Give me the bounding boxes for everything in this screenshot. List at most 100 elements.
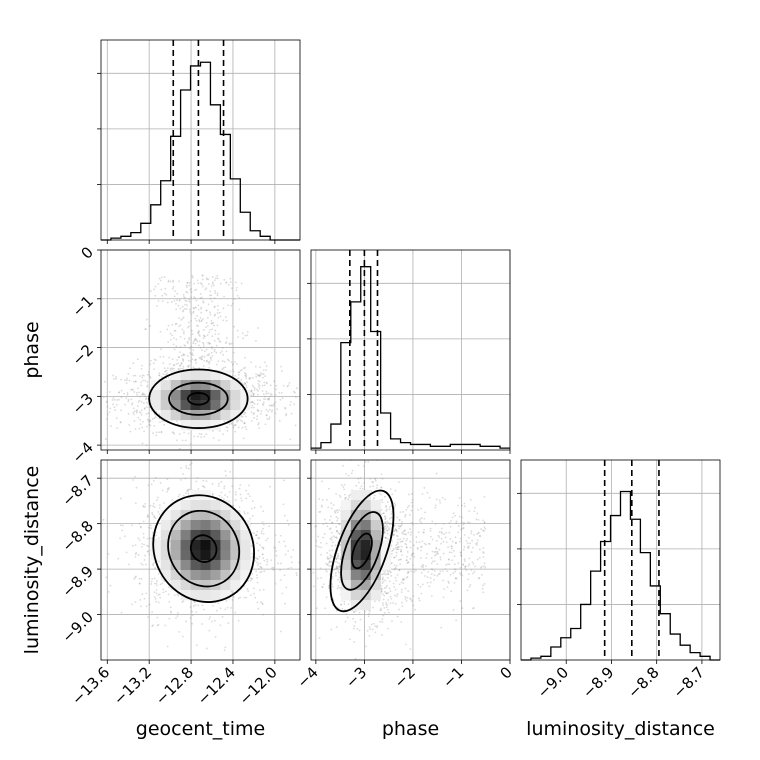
- scatter-point: [229, 277, 232, 280]
- scatter-point: [277, 562, 279, 565]
- scatter-point: [293, 403, 296, 406]
- scatter-point: [281, 397, 284, 400]
- scatter-point: [396, 541, 399, 544]
- scatter-point: [205, 278, 208, 281]
- scatter-point: [136, 409, 138, 412]
- scatter-point: [211, 492, 214, 495]
- scatter-point: [409, 557, 412, 560]
- scatter-point: [157, 511, 160, 513]
- scatter-point: [244, 383, 247, 386]
- scatter-point: [327, 506, 330, 509]
- scatter-point: [278, 391, 281, 394]
- scatter-point: [181, 328, 184, 331]
- scatter-point: [119, 421, 122, 424]
- scatter-point: [379, 609, 382, 611]
- y-tick-label: −4: [69, 438, 97, 466]
- scatter-point: [129, 430, 132, 433]
- scatter-point: [262, 403, 264, 406]
- scatter-point: [195, 306, 197, 309]
- scatter-point: [225, 319, 228, 322]
- y-tick-label: 0: [78, 243, 97, 262]
- scatter-point: [406, 596, 409, 599]
- scatter-point: [335, 567, 338, 570]
- scatter-point: [240, 282, 243, 285]
- scatter-point: [396, 615, 399, 618]
- scatter-point: [134, 576, 137, 579]
- scatter-point: [134, 374, 137, 377]
- scatter-point: [163, 423, 166, 426]
- scatter-point: [159, 279, 162, 282]
- scatter-point: [369, 610, 371, 613]
- scatter-point: [172, 281, 175, 283]
- density-cell: [170, 510, 181, 521]
- scatter-point: [164, 370, 167, 373]
- scatter-point: [213, 297, 216, 299]
- scatter-point: [284, 602, 286, 605]
- scatter-point: [205, 348, 208, 351]
- scatter-point: [182, 316, 185, 319]
- density-cell: [230, 560, 241, 571]
- scatter-point: [161, 294, 164, 297]
- scatter-point: [135, 486, 138, 489]
- scatter-point: [290, 556, 293, 558]
- scatter-point: [385, 586, 388, 589]
- scatter-point: [181, 635, 184, 638]
- scatter-point: [269, 392, 272, 395]
- scatter-point: [260, 532, 263, 535]
- scatter-point: [178, 356, 180, 359]
- scatter-point: [189, 463, 192, 466]
- scatter-point: [224, 342, 227, 344]
- density-cell: [230, 550, 241, 561]
- scatter-point: [387, 577, 389, 579]
- scatter-point: [341, 607, 344, 610]
- scatter-point: [204, 335, 206, 338]
- scatter-point: [223, 360, 226, 363]
- scatter-point: [256, 557, 259, 560]
- density-cell: [240, 530, 251, 541]
- scatter-point: [262, 613, 264, 616]
- scatter-point: [254, 596, 257, 599]
- scatter-point: [324, 568, 327, 571]
- scatter-point: [260, 567, 263, 569]
- scatter-point: [225, 282, 227, 284]
- scatter-point: [159, 481, 162, 484]
- panel-content: [311, 460, 487, 660]
- scatter-point: [211, 354, 214, 357]
- scatter-point: [266, 382, 268, 385]
- scatter-point: [177, 495, 180, 498]
- scatter-point: [265, 392, 268, 395]
- scatter-point: [188, 338, 190, 341]
- scatter-point: [195, 611, 198, 614]
- scatter-point: [321, 505, 323, 508]
- scatter-point: [348, 496, 350, 499]
- scatter-point: [401, 540, 403, 543]
- scatter-point: [259, 544, 261, 546]
- contour-line: [168, 381, 229, 416]
- scatter-point: [127, 372, 130, 375]
- density-cell: [230, 410, 241, 421]
- scatter-point: [171, 431, 174, 434]
- scatter-point: [136, 358, 139, 361]
- scatter-point: [383, 512, 385, 515]
- scatter-point: [249, 376, 252, 379]
- scatter-point: [147, 484, 150, 487]
- scatter-point: [358, 611, 361, 614]
- scatter-point: [343, 600, 346, 603]
- scatter-point: [243, 383, 245, 386]
- scatter-point: [272, 566, 275, 569]
- scatter-point: [209, 294, 211, 297]
- scatter-point: [154, 359, 157, 362]
- scatter-point: [205, 287, 208, 290]
- scatter-point: [258, 555, 261, 558]
- scatter-point: [196, 279, 199, 282]
- scatter-point: [139, 375, 141, 378]
- scatter-point: [147, 402, 150, 405]
- scatter-point: [133, 380, 135, 383]
- scatter-point: [116, 399, 119, 401]
- scatter-point: [364, 610, 366, 613]
- scatter-point: [249, 579, 252, 582]
- scatter-point: [127, 413, 130, 415]
- density-cell: [180, 500, 191, 511]
- scatter-point: [257, 327, 260, 329]
- scatter-point: [121, 529, 123, 532]
